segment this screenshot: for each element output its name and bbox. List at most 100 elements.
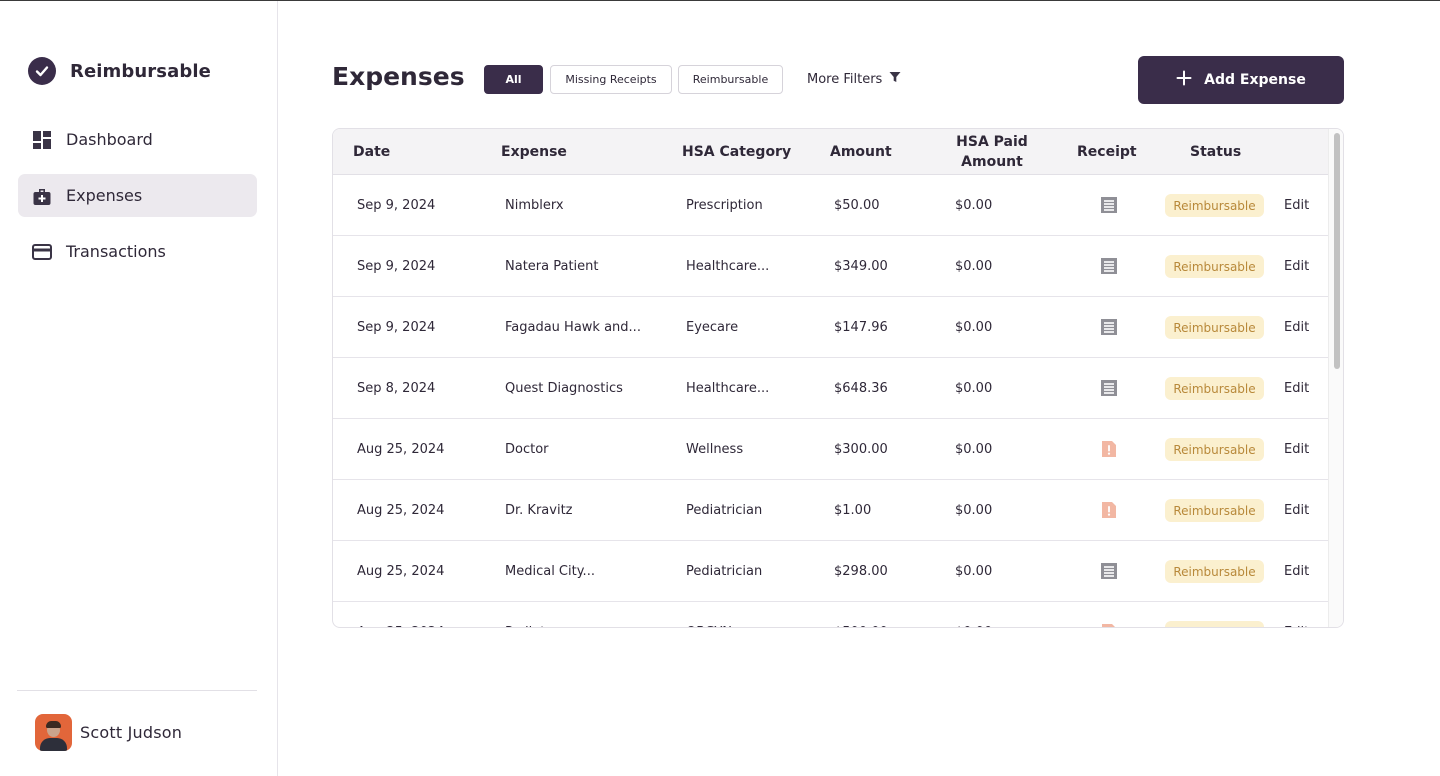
cell-date: Sep 9, 2024	[357, 319, 436, 335]
edit-link[interactable]: Edit	[1284, 197, 1310, 213]
column-header-hsa-paid-amount[interactable]: HSA Paid Amount	[956, 134, 1028, 170]
column-header-hsa-category[interactable]: HSA Category	[682, 144, 792, 160]
table-row[interactable]: Aug 25, 2024 Dr. Kravitz Pediatrician $1.00…	[333, 480, 1329, 541]
status-badge: Reimbursable	[1165, 560, 1264, 583]
table-row[interactable]: Sep 9, 2024 Natera Patient Healthcare... $3…	[333, 236, 1329, 297]
avatar	[35, 714, 72, 751]
cell-hsa-category: Pediatrician	[686, 563, 763, 579]
cell-hsa-category: Pediatrician	[686, 502, 763, 518]
cell-hsa-category: Wellness	[686, 441, 744, 457]
table-row[interactable]: Aug 25, 2024 Medical City... Pediatrician $…	[333, 541, 1329, 602]
table-row[interactable]: Sep 9, 2024 Nimblerx Prescription $50.00 $0.…	[333, 175, 1329, 236]
column-header-expense[interactable]: Expense	[501, 144, 567, 160]
filter-missing-receipts[interactable]: Missing Receipts	[550, 65, 672, 94]
cell-expense: Fagadau Hawk and...	[505, 319, 641, 335]
status-badge: Reimbursable	[1165, 621, 1264, 627]
table-scrollbar[interactable]	[1328, 129, 1343, 627]
cell-hsa-paid-amount: $0.00	[955, 602, 992, 628]
cell-amount: $298.00	[834, 563, 888, 579]
cell-date: Sep 9, 2024	[357, 197, 436, 213]
add-expense-button[interactable]: Add Expense	[1138, 56, 1344, 104]
cell-expense: Medical City...	[505, 563, 595, 579]
edit-link[interactable]: Edit	[1284, 563, 1310, 579]
table-body: Sep 9, 2024 Nimblerx Prescription $50.00 $0.…	[333, 175, 1329, 628]
edit-link[interactable]: Edit	[1284, 502, 1310, 518]
receipt-icon[interactable]	[1100, 196, 1118, 214]
cell-amount: $1.00	[834, 502, 872, 518]
missing-receipt-icon[interactable]	[1100, 501, 1118, 519]
edit-link[interactable]: Edit	[1284, 602, 1309, 628]
table-row[interactable]: Aug 25, 2024 Doctor Wellness $300.00 $0.00 Re…	[333, 419, 1329, 480]
cell-expense: Doctor	[505, 441, 549, 457]
cell-amount: $648.36	[834, 380, 888, 396]
brand-name: Reimbursable	[70, 60, 211, 82]
missing-receipt-icon[interactable]	[1100, 440, 1118, 458]
cell-expense: Natera Patient	[505, 258, 599, 274]
table-header: Date Expense HSA Category Amount HSA Pai…	[333, 129, 1329, 175]
cell-date: Aug 25, 2024	[357, 502, 445, 518]
cell-hsa-category: Eyecare	[686, 319, 739, 335]
status-badge: Reimbursable	[1165, 255, 1264, 278]
brand[interactable]: Reimbursable	[28, 57, 211, 85]
sidebar-item-label: Expenses	[66, 186, 143, 205]
edit-link[interactable]: Edit	[1284, 258, 1310, 274]
dashboard-icon	[32, 130, 52, 150]
user-name: Scott Judson	[80, 723, 183, 742]
add-expense-label: Add Expense	[1204, 72, 1306, 88]
column-header-amount[interactable]: Amount	[830, 144, 892, 160]
cell-expense: Nimblerx	[505, 197, 564, 213]
cell-date: Aug 25, 2024	[357, 602, 444, 628]
cell-amount: $300.00	[834, 441, 888, 457]
cell-amount: $500.00	[834, 602, 888, 628]
more-filters-button[interactable]: More Filters	[807, 71, 901, 87]
sidebar-item-label: Transactions	[66, 242, 166, 261]
missing-receipt-icon[interactable]	[1100, 623, 1118, 627]
status-badge: Reimbursable	[1165, 499, 1264, 522]
edit-link[interactable]: Edit	[1284, 380, 1310, 396]
receipt-icon[interactable]	[1100, 379, 1118, 397]
table-row[interactable]: Aug 25, 2024 Pediatr... OBGYN $500.00 $0.00 R…	[333, 602, 1329, 628]
cell-hsa-category: Prescription	[686, 197, 763, 213]
column-header-receipt[interactable]: Receipt	[1077, 144, 1137, 160]
cell-expense: Dr. Kravitz	[505, 502, 573, 518]
more-filters-label: More Filters	[807, 71, 883, 87]
status-badge: Reimbursable	[1165, 316, 1264, 339]
column-header-date[interactable]: Date	[353, 144, 391, 160]
cell-hsa-paid-amount: $0.00	[955, 563, 993, 579]
filter-all[interactable]: All	[484, 65, 543, 94]
cell-amount: $349.00	[834, 258, 888, 274]
sidebar-nav: Dashboard Expenses Transactions	[18, 118, 257, 286]
sidebar-item-dashboard[interactable]: Dashboard	[18, 118, 257, 161]
scrollbar-thumb[interactable]	[1334, 133, 1340, 369]
table-row[interactable]: Sep 9, 2024 Fagadau Hawk and... Eyecare $14…	[333, 297, 1329, 358]
sidebar-divider	[17, 690, 257, 691]
edit-link[interactable]: Edit	[1284, 441, 1310, 457]
cell-date: Sep 8, 2024	[357, 380, 436, 396]
receipt-icon[interactable]	[1100, 318, 1118, 336]
receipt-icon[interactable]	[1100, 257, 1118, 275]
status-badge: Reimbursable	[1165, 438, 1264, 461]
cell-hsa-paid-amount: $0.00	[955, 441, 993, 457]
cell-amount: $147.96	[834, 319, 888, 335]
table-row[interactable]: Sep 8, 2024 Quest Diagnostics Healthcare..…	[333, 358, 1329, 419]
cell-hsa-paid-amount: $0.00	[955, 258, 993, 274]
cell-hsa-paid-amount: $0.00	[955, 319, 993, 335]
filter-reimbursable[interactable]: Reimbursable	[678, 65, 783, 94]
cell-date: Sep 9, 2024	[357, 258, 436, 274]
sidebar-item-transactions[interactable]: Transactions	[18, 230, 257, 273]
column-header-status[interactable]: Status	[1190, 144, 1242, 160]
expenses-table: Date Expense HSA Category Amount HSA Pai…	[332, 128, 1344, 628]
sidebar-item-expenses[interactable]: Expenses	[18, 174, 257, 217]
cell-hsa-category: Healthcare...	[686, 258, 770, 274]
receipt-icon[interactable]	[1100, 562, 1118, 580]
cell-hsa-paid-amount: $0.00	[955, 380, 993, 396]
cell-date: Aug 25, 2024	[357, 441, 445, 457]
user-profile[interactable]: Scott Judson	[35, 714, 182, 751]
plus-icon	[1176, 70, 1192, 90]
cell-hsa-category: OBGYN	[686, 602, 732, 628]
edit-link[interactable]: Edit	[1284, 319, 1310, 335]
cell-date: Aug 25, 2024	[357, 563, 445, 579]
sidebar-item-label: Dashboard	[66, 130, 153, 149]
cell-hsa-category: Healthcare...	[686, 380, 770, 396]
cell-hsa-paid-amount: $0.00	[955, 502, 993, 518]
